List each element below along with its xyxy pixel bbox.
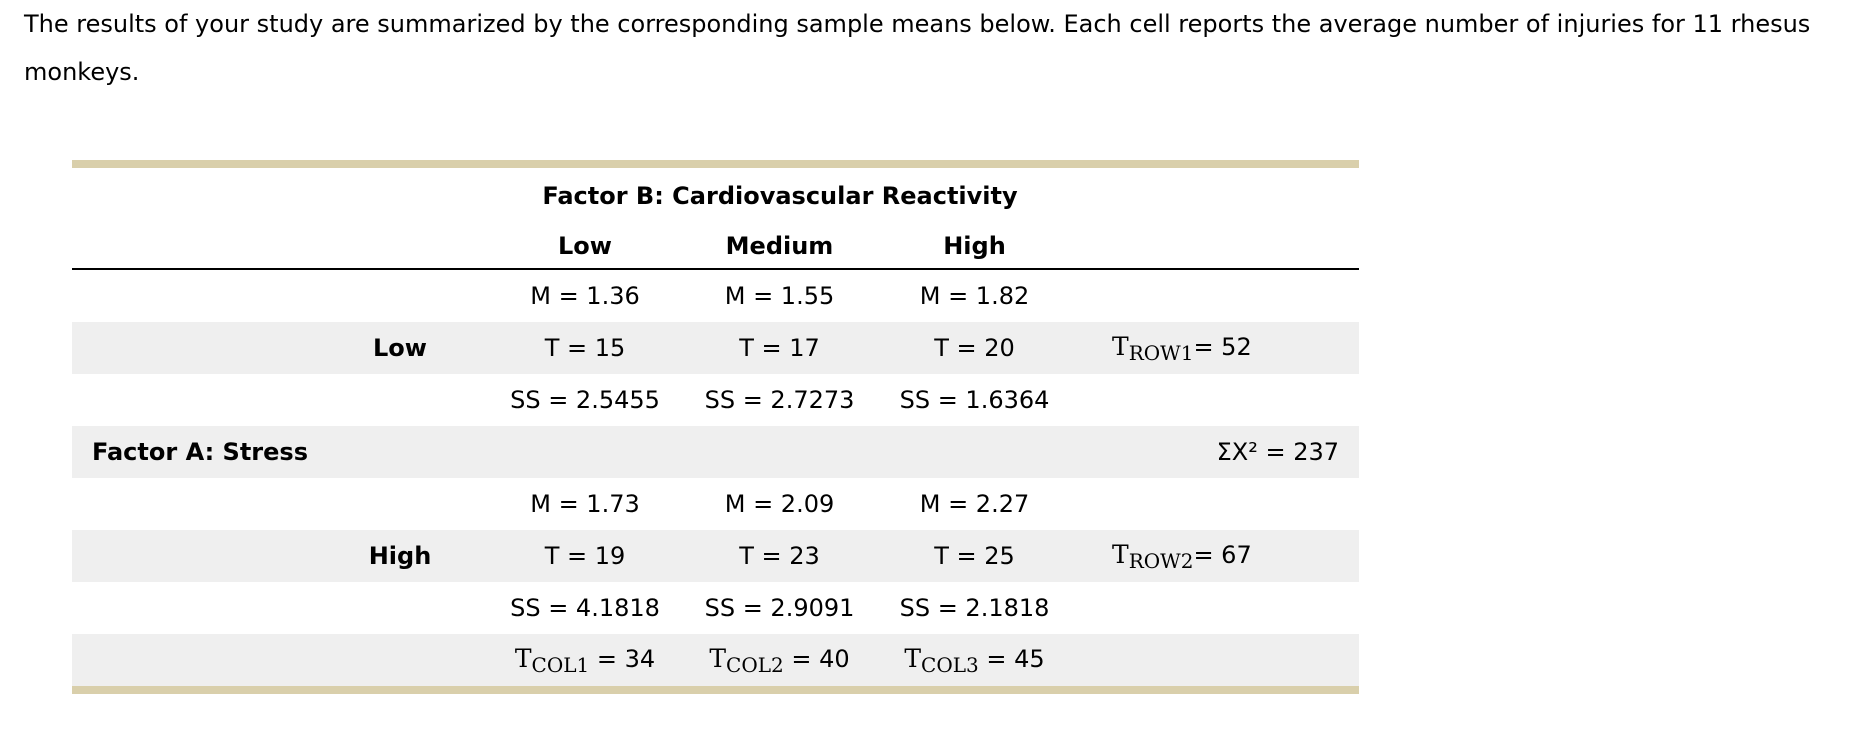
column-total-1: TCOL1 = 34 <box>488 634 682 686</box>
cell-ss: SS = 2.9091 <box>704 594 855 622</box>
table-row: M = 1.36 M = 1.55 M = 1.82 <box>72 269 1359 322</box>
col-header-medium: Medium <box>725 232 834 260</box>
row-total-2: TROW2= 67 <box>1072 530 1359 582</box>
cell-total: T = 15 <box>488 322 682 374</box>
factor-a-label: Factor A: Stress <box>72 426 488 478</box>
cell-ss: SS = 2.5455 <box>510 386 660 414</box>
cell-mean: M = 1.55 <box>724 282 835 310</box>
sum-x-squared: ΣX² = 237 <box>1072 426 1359 478</box>
col-header-high: High <box>943 232 1006 260</box>
table-row: M = 1.73 M = 2.09 M = 2.27 <box>72 478 1359 530</box>
cell-total: T = 20 <box>877 322 1072 374</box>
cell-mean: M = 2.27 <box>919 490 1030 518</box>
cell-ss: SS = 1.6364 <box>899 386 1050 414</box>
table-row: Low T = 15 T = 17 T = 20 TROW1= 52 <box>72 322 1359 374</box>
factor-b-title: Factor B: Cardiovascular Reactivity <box>542 182 1018 210</box>
column-total-2: TCOL2 = 40 <box>682 634 877 686</box>
table-bottom-rule <box>72 686 1359 694</box>
row-label-low: Low <box>312 322 488 374</box>
cell-ss: SS = 4.1818 <box>510 594 660 622</box>
summary-table-body: Factor B: Cardiovascular Reactivity Low … <box>72 168 1359 686</box>
cell-mean: M = 1.36 <box>530 282 640 310</box>
cell-total: T = 25 <box>877 530 1072 582</box>
column-total-3: TCOL3 = 45 <box>877 634 1072 686</box>
cell-mean: M = 1.82 <box>919 282 1030 310</box>
row-total-1: TROW1= 52 <box>1072 322 1359 374</box>
cell-mean: M = 1.73 <box>530 490 640 518</box>
table-row: SS = 4.1818 SS = 2.9091 SS = 2.1818 <box>72 582 1359 634</box>
cell-total: T = 17 <box>682 322 877 374</box>
table-row-column-totals: TCOL1 = 34 TCOL2 = 40 TCOL3 = 45 <box>72 634 1359 686</box>
summary-table: Factor B: Cardiovascular Reactivity Low … <box>72 160 1359 694</box>
cell-total: T = 23 <box>682 530 877 582</box>
header-row-levels: Low Medium High <box>72 224 1359 269</box>
header-row-factor-b: Factor B: Cardiovascular Reactivity <box>72 168 1359 224</box>
cell-mean: M = 2.09 <box>724 490 835 518</box>
table-row: SS = 2.5455 SS = 2.7273 SS = 1.6364 <box>72 374 1359 426</box>
intro-text: The results of your study are summarized… <box>24 10 1811 86</box>
table-top-rule <box>72 160 1359 168</box>
row-label-high: High <box>312 530 488 582</box>
cell-total: T = 19 <box>488 530 682 582</box>
table-row: High T = 19 T = 23 T = 25 TROW2= 67 <box>72 530 1359 582</box>
table-row: Factor A: Stress ΣX² = 237 <box>72 426 1359 478</box>
col-header-low: Low <box>558 232 612 260</box>
cell-ss: SS = 2.7273 <box>704 386 855 414</box>
cell-ss: SS = 2.1818 <box>899 594 1050 622</box>
